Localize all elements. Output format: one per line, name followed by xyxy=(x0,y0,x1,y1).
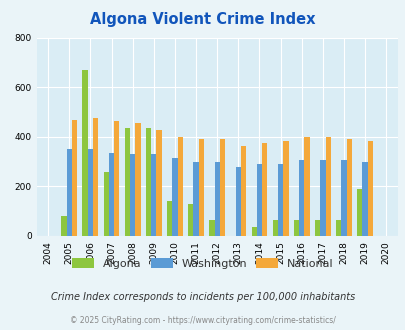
Text: © 2025 CityRating.com - https://www.cityrating.com/crime-statistics/: © 2025 CityRating.com - https://www.city… xyxy=(70,316,335,325)
Bar xyxy=(346,139,351,236)
Bar xyxy=(262,143,267,236)
Bar xyxy=(188,204,193,236)
Bar xyxy=(283,141,288,236)
Bar xyxy=(277,164,283,236)
Bar xyxy=(304,137,309,236)
Bar xyxy=(251,227,256,236)
Bar xyxy=(341,160,346,236)
Bar xyxy=(72,120,77,236)
Bar xyxy=(356,189,362,236)
Bar xyxy=(241,146,246,236)
Bar xyxy=(177,137,182,236)
Bar xyxy=(235,167,241,236)
Bar xyxy=(103,172,109,236)
Text: Algona Violent Crime Index: Algona Violent Crime Index xyxy=(90,12,315,26)
Bar xyxy=(145,128,151,236)
Bar xyxy=(320,160,325,236)
Bar xyxy=(166,201,172,236)
Bar xyxy=(172,158,177,236)
Bar xyxy=(61,216,66,236)
Bar xyxy=(198,139,203,236)
Bar xyxy=(66,149,72,236)
Bar xyxy=(314,220,320,236)
Bar xyxy=(93,118,98,236)
Bar xyxy=(193,162,198,236)
Bar xyxy=(130,154,135,236)
Bar xyxy=(362,162,367,236)
Bar xyxy=(109,153,114,236)
Bar xyxy=(114,121,119,236)
Bar xyxy=(87,149,93,236)
Bar xyxy=(135,123,140,236)
Bar xyxy=(367,141,372,236)
Bar xyxy=(272,220,277,236)
Text: Crime Index corresponds to incidents per 100,000 inhabitants: Crime Index corresponds to incidents per… xyxy=(51,292,354,302)
Bar xyxy=(209,220,214,236)
Bar xyxy=(156,130,161,236)
Bar xyxy=(298,160,304,236)
Bar xyxy=(335,220,341,236)
Bar xyxy=(256,164,262,236)
Bar xyxy=(293,220,298,236)
Legend: Algona, Washington, National: Algona, Washington, National xyxy=(67,253,338,273)
Bar xyxy=(214,162,220,236)
Bar xyxy=(151,154,156,236)
Bar xyxy=(82,70,87,236)
Bar xyxy=(220,139,225,236)
Bar xyxy=(325,137,330,236)
Bar xyxy=(124,128,130,236)
